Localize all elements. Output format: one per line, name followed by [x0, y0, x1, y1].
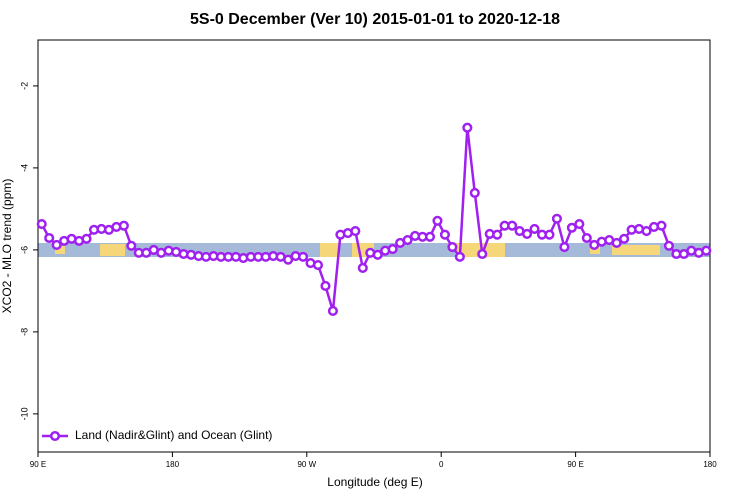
point: [357, 262, 368, 273]
chart-title: 5S-0 December (Ver 10) 2015-01-01 to 202…: [190, 11, 560, 28]
point: [432, 215, 443, 226]
point: [701, 245, 712, 256]
point: [126, 240, 137, 251]
point: [51, 239, 62, 251]
point: [656, 220, 667, 231]
point: [387, 244, 398, 255]
y-tick-label: -4: [19, 164, 29, 172]
y-tick-label: -2: [19, 82, 29, 90]
point: [44, 232, 55, 244]
x-tick-label: 90 W: [297, 460, 316, 469]
legend-marker: [49, 430, 61, 442]
point: [619, 233, 630, 244]
point: [462, 122, 473, 133]
point: [574, 219, 585, 230]
point: [283, 254, 294, 265]
point: [663, 240, 674, 251]
y-tick-label: -8: [19, 328, 29, 336]
point: [469, 187, 480, 198]
point: [492, 229, 503, 240]
point: [439, 229, 450, 240]
point: [350, 225, 361, 237]
y-tick-label: -6: [19, 246, 29, 254]
point: [327, 305, 338, 317]
point: [581, 232, 592, 244]
point: [559, 241, 570, 253]
point: [522, 228, 533, 239]
point: [611, 237, 622, 248]
x-axis-label: Longitude (deg E): [327, 475, 422, 489]
point: [402, 235, 413, 246]
point: [298, 251, 309, 262]
point: [424, 231, 436, 242]
point: [454, 251, 465, 262]
point: [447, 241, 458, 253]
point: [312, 260, 324, 271]
legend-label: Land (Nadir&Glint) and Ocean (Glint): [75, 428, 272, 442]
point: [507, 220, 518, 231]
point: [477, 248, 488, 260]
point: [566, 222, 577, 233]
point: [551, 213, 562, 224]
point: [36, 219, 47, 230]
x-tick-label: 90 E: [30, 460, 46, 469]
point: [529, 223, 540, 235]
y-tick-label: -10: [19, 407, 29, 420]
x-tick-label: 90 E: [567, 460, 583, 469]
point: [544, 229, 555, 240]
y-axis-label: XCO2 - MLO trend (ppm): [0, 179, 14, 314]
point: [372, 249, 383, 260]
x-tick-label: 180: [166, 460, 180, 469]
x-tick-label: 180: [703, 460, 717, 469]
x-tick-label: 0: [439, 460, 444, 469]
point: [81, 233, 92, 244]
point: [641, 225, 652, 237]
plot-frame: [37, 39, 711, 453]
series-line: [40, 127, 707, 312]
point: [118, 220, 129, 231]
point: [320, 280, 331, 292]
